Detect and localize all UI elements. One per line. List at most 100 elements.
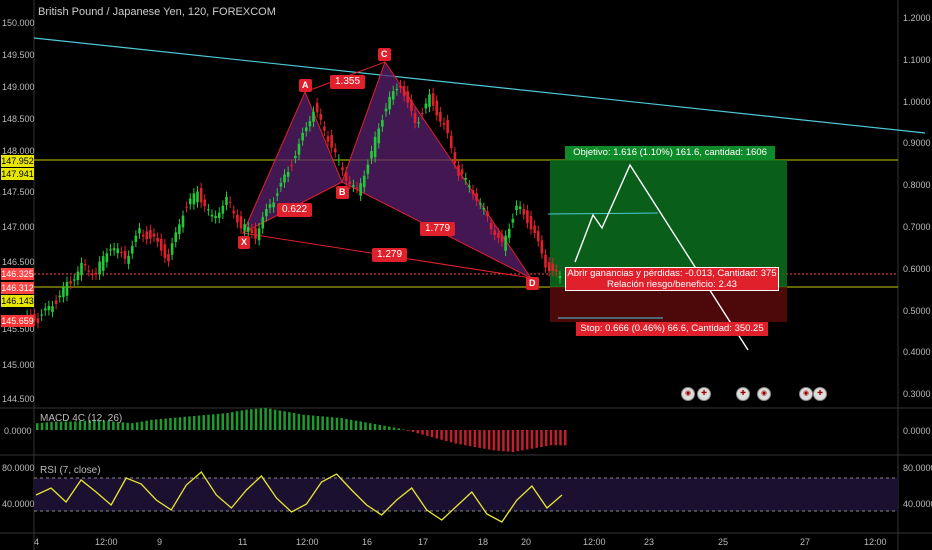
price-label-current: 146.325	[1, 268, 34, 280]
candle-body	[112, 248, 116, 251]
candle-body	[515, 205, 518, 210]
candle-body	[384, 108, 388, 112]
candle-body	[243, 224, 246, 231]
macd-bar	[245, 409, 248, 430]
candle-body	[192, 193, 196, 205]
flag-icon[interactable]: ✚	[697, 387, 711, 401]
candle-body	[250, 229, 254, 234]
flag-icon[interactable]: ✚	[736, 387, 750, 401]
candle-body	[51, 306, 54, 312]
candle-body	[402, 86, 406, 97]
candle-body	[210, 214, 214, 217]
time-tick: 16	[362, 537, 373, 547]
macd-bar	[340, 418, 343, 430]
time-tick: 18	[478, 537, 489, 547]
candle-body	[471, 190, 475, 195]
candle-body	[72, 279, 76, 281]
candle-body	[482, 207, 486, 210]
point-b-label: B	[336, 186, 349, 199]
candle-body	[98, 261, 101, 275]
macd-bar	[349, 419, 353, 430]
macd-bar	[445, 430, 448, 442]
macd-bar	[36, 423, 39, 430]
macd-bar	[240, 410, 244, 430]
time-tick: 12:00	[583, 537, 606, 547]
candle-body	[116, 248, 120, 254]
candle-body	[330, 135, 333, 148]
candle-body	[54, 300, 58, 305]
macd-bar	[183, 416, 186, 430]
macd-bar	[278, 410, 282, 430]
macd-bar	[535, 430, 538, 448]
macd-bar	[530, 430, 534, 449]
ratio-xb: 0.622	[277, 203, 313, 217]
macd-bar	[449, 430, 453, 443]
macd-bar	[121, 422, 125, 430]
macd-bar	[397, 428, 401, 430]
macd-bar	[112, 421, 115, 430]
candle-body	[265, 209, 268, 217]
candle-body	[83, 264, 87, 266]
macd-bar	[564, 430, 567, 446]
macd-bar	[454, 430, 458, 444]
macd-bar	[464, 430, 467, 446]
candle-body	[257, 228, 261, 241]
price-candles	[25, 79, 562, 329]
rsi-label: RSI (7, close)	[40, 465, 101, 476]
macd-bar	[216, 413, 220, 430]
price-tick: 144.500	[2, 394, 35, 404]
candle-body	[221, 205, 225, 214]
right-tick: 1.1000	[903, 54, 931, 65]
candle-body	[308, 121, 312, 127]
candle-body	[323, 126, 326, 131]
candle-body	[439, 112, 442, 122]
macd-bar	[421, 430, 424, 435]
macd-bar	[430, 430, 434, 438]
candle-body	[159, 238, 163, 251]
macd-bar	[169, 418, 172, 430]
candle-body	[47, 305, 51, 311]
macd-bar	[145, 420, 148, 430]
event-icon[interactable]: ◉	[681, 387, 695, 401]
macd-bar	[55, 421, 58, 430]
macd-bar	[492, 430, 496, 451]
macd-bar	[326, 416, 329, 430]
event-icon[interactable]: ◉	[799, 387, 813, 401]
candle-body	[69, 281, 72, 284]
candle-body	[203, 199, 207, 207]
candle-body	[344, 172, 348, 181]
macd-bar	[435, 430, 439, 439]
candle-body	[196, 191, 199, 203]
candle-body	[304, 127, 308, 132]
candle-body	[460, 169, 464, 175]
macd-bar	[297, 413, 301, 430]
candle-body	[101, 256, 105, 271]
ratio-xd: 1.279	[372, 248, 408, 262]
macd-bar	[497, 430, 500, 451]
candle-body	[442, 123, 446, 125]
candle-body	[435, 100, 439, 116]
macd-bar	[544, 430, 548, 447]
price-tick: 148.500	[2, 114, 35, 124]
macd-bar	[316, 415, 320, 430]
price-label-last: 146.312	[1, 282, 34, 294]
time-tick: 23	[644, 537, 655, 547]
price-tick: 146.500	[2, 257, 35, 267]
macd-bar	[254, 408, 258, 430]
candle-body	[333, 148, 337, 153]
candle-body	[370, 151, 373, 159]
right-tick: 1.0000	[903, 96, 931, 107]
candle-body	[446, 120, 449, 134]
candle-body	[511, 218, 515, 223]
candle-body	[489, 223, 493, 230]
candle-body	[319, 113, 323, 120]
candle-body	[337, 159, 341, 161]
flag-icon[interactable]: ✚	[813, 387, 827, 401]
macd-bar	[364, 422, 367, 430]
candle-body	[105, 253, 109, 263]
candle-body	[449, 135, 453, 149]
candle-body	[518, 206, 522, 210]
harmonic-pattern	[241, 60, 533, 280]
event-icon[interactable]: ◉	[757, 387, 771, 401]
